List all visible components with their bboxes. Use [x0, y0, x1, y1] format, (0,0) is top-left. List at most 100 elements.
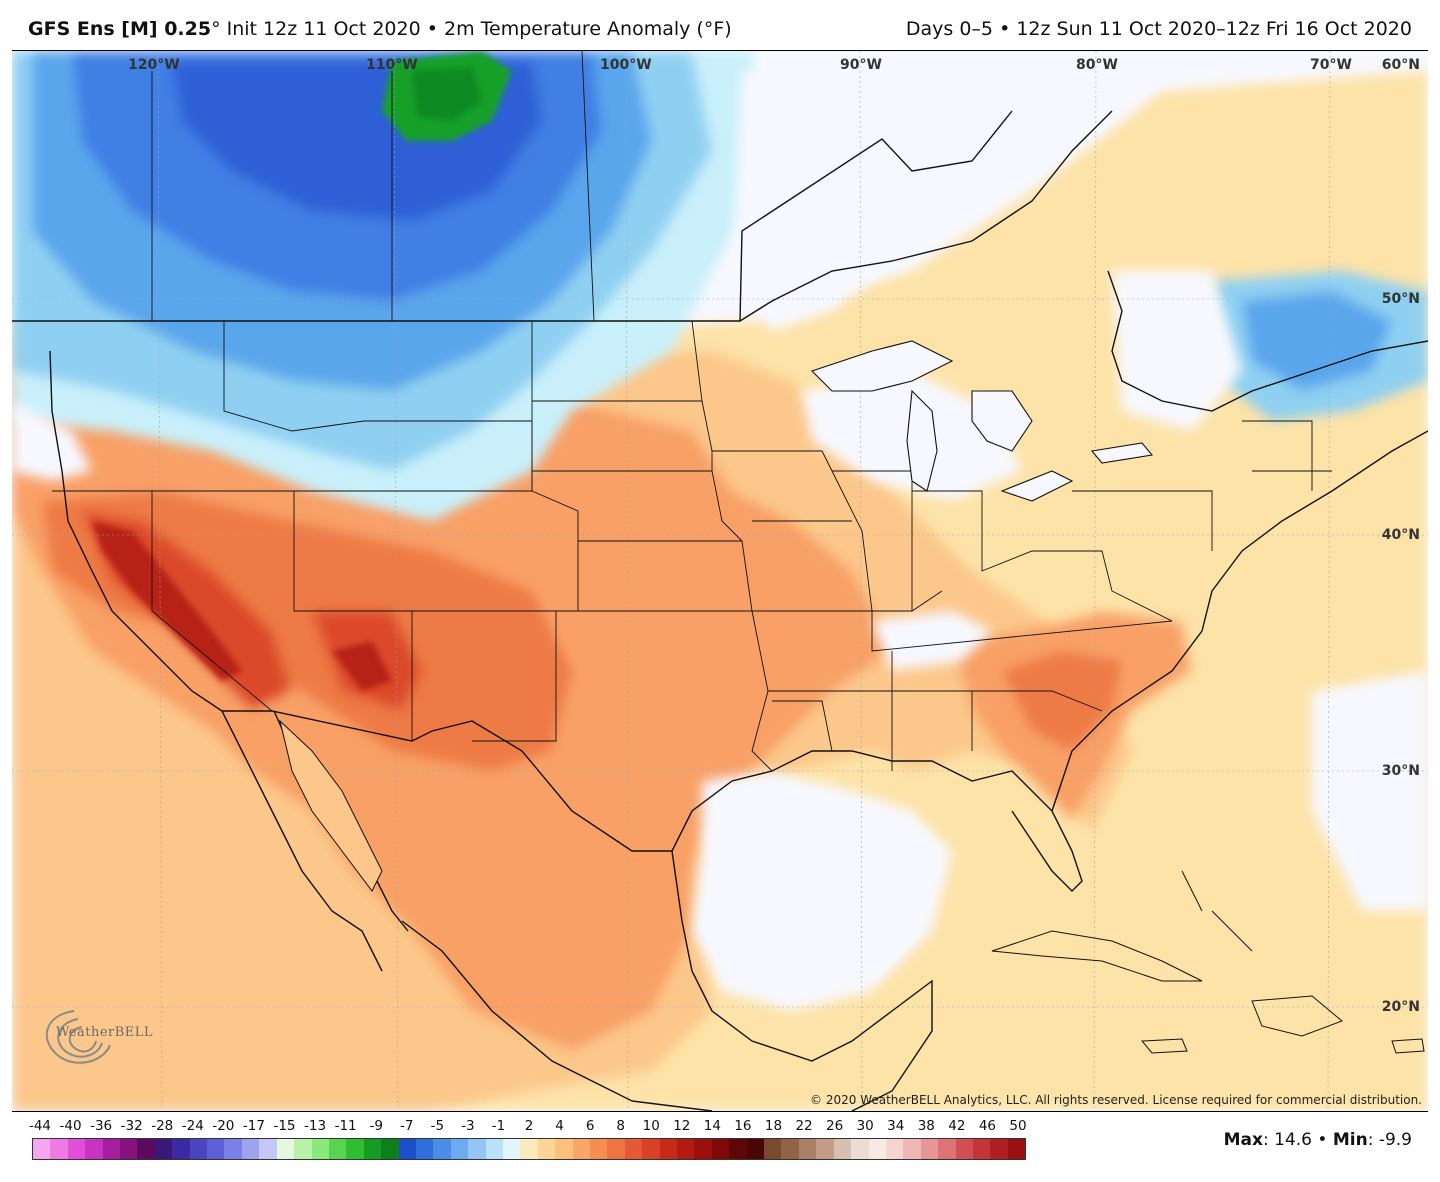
model-name: GFS Ens [M] 0.25 [28, 18, 212, 40]
legend-swatch [381, 1139, 399, 1159]
us-mexico-border [222, 710, 672, 852]
legend-swatch [328, 1139, 347, 1159]
legend-swatch [224, 1139, 242, 1159]
state-line-2 [151, 491, 273, 712]
lat-label-50n: 50°N [1381, 291, 1420, 307]
legend-tick-label: -7 [400, 1118, 414, 1134]
state-line-22 [891, 651, 973, 751]
atlantic-coastline [1051, 430, 1428, 812]
min-label: Min [1332, 1130, 1368, 1150]
legend-tick-label: 4 [555, 1118, 564, 1134]
cuba-outline [991, 930, 1203, 982]
lon-label-80w: 80°W [1076, 57, 1118, 73]
color-legend: -44 -40 -36 -32 -28 -24 -20 -17 -15 -13 -11 -9 -7 -5-… [29, 1118, 1027, 1160]
legend-tick-label: 2 [524, 1118, 534, 1134]
legend-swatch [502, 1139, 521, 1159]
legend-swatch [33, 1139, 51, 1159]
border-lines [12, 110, 1428, 1111]
legend-tick-label: 6 [585, 1118, 595, 1134]
legend-swatch [120, 1139, 138, 1159]
legend-tick-label: 38 [917, 1118, 935, 1134]
legend-tick-label: 50 [1009, 1118, 1027, 1134]
legend-swatch [85, 1139, 103, 1159]
bahamas-2 [1211, 910, 1253, 952]
legend-swatch [1007, 1139, 1026, 1159]
caribbean-islands [991, 870, 1425, 1054]
lat-label-30n: 30°N [1381, 763, 1420, 779]
legend-tick-label: 14 [703, 1118, 721, 1134]
legend-swatch [207, 1139, 225, 1159]
lon-label-110w: 110°W [366, 57, 418, 73]
great-lakes [810, 340, 1154, 502]
legend-swatch [572, 1139, 590, 1159]
anomaly-map: 120°W 110°W 100°W 90°W 80°W 70°W 60°N 50… [12, 50, 1428, 1112]
neutral-tennessee [872, 611, 992, 671]
legend-swatch [729, 1139, 747, 1159]
lat-label-40n: 40°N [1381, 527, 1420, 543]
legend-tick-label: -5 [430, 1118, 445, 1134]
neutral-atlantic [1312, 671, 1428, 911]
max-label: Max [1223, 1130, 1263, 1150]
legend-swatch [172, 1139, 190, 1159]
legend-swatch [311, 1139, 329, 1159]
state-lines [52, 51, 1332, 772]
legend-swatch [607, 1139, 625, 1159]
neutral-gulf [692, 771, 952, 1011]
legend-swatch [154, 1139, 173, 1159]
legend-swatch [990, 1139, 1008, 1159]
canadian-shield-line [739, 110, 1113, 322]
period-range: 12z Sun 11 Oct 2020–12z Fri 16 Oct 2020 [1016, 18, 1412, 40]
legend-tick-label: -1 [491, 1118, 506, 1134]
legend-swatch [398, 1139, 416, 1159]
legend-tick-label: 10 [642, 1118, 660, 1134]
logo-swirl-icon [45, 1010, 111, 1064]
legend-tick-label: -17 [242, 1118, 265, 1134]
legend-tick-label: -3 [461, 1118, 475, 1134]
copyright-notice: © 2020 WeatherBELL Analytics, LLC. All r… [810, 1093, 1422, 1107]
legend-swatch [955, 1139, 973, 1159]
neutral-california-coast [12, 401, 92, 481]
gulf-coastline [671, 750, 1083, 892]
lake-michigan [906, 389, 938, 492]
legend-swatch [938, 1139, 956, 1159]
state-line-13 [532, 470, 743, 542]
neutral-fields [12, 51, 1428, 1011]
legend-swatch [642, 1139, 660, 1159]
valid-period: Days 0–5 • 12z Sun 11 Oct 2020–12z Fri 1… [906, 18, 1412, 40]
legend-tick-label: -15 [273, 1118, 296, 1134]
legend-swatch [764, 1139, 782, 1159]
legend-tick-label: 46 [978, 1118, 997, 1134]
legend-swatch [833, 1139, 852, 1159]
max-min-readout: Max: 14.6 • Min: -9.9 [1223, 1130, 1412, 1150]
legend-tick-label: 18 [764, 1118, 783, 1134]
legend-swatch [885, 1139, 904, 1159]
lon-label-100w: 100°W [600, 57, 652, 73]
lon-label-120w: 120°W [128, 57, 180, 73]
legend-swatch [868, 1139, 886, 1159]
legend-tick-label: 12 [673, 1118, 691, 1134]
legend-swatch [67, 1139, 86, 1159]
legend-swatch [555, 1139, 573, 1159]
lake-huron [971, 390, 1033, 452]
legend-swatch [433, 1139, 451, 1159]
state-line-23 [972, 690, 1103, 712]
legend-swatch [816, 1139, 834, 1159]
legend-tick-label: 22 [795, 1118, 813, 1134]
variable-name: 2m Temperature Anomaly (°F) [444, 18, 732, 40]
state-line-10 [412, 610, 557, 742]
legend-swatch [903, 1139, 921, 1159]
neutral-canada [732, 51, 1032, 331]
legend-tick-label: -20 [212, 1118, 235, 1134]
legend-swatch [346, 1139, 364, 1159]
mexico-gulf-coastline [671, 850, 933, 1111]
legend-tick-label: -13 [304, 1118, 327, 1134]
warm-tier-6 [92, 521, 242, 681]
pacific-coastline [49, 350, 383, 972]
state-line-26 [1032, 550, 1173, 622]
us-canada-border [12, 110, 1013, 322]
legend-tick-label: -40 [59, 1118, 82, 1134]
legend-swatch [624, 1139, 643, 1159]
legend-swatch [468, 1139, 486, 1159]
legend-swatch [241, 1139, 260, 1159]
title-separator: • [426, 18, 438, 40]
